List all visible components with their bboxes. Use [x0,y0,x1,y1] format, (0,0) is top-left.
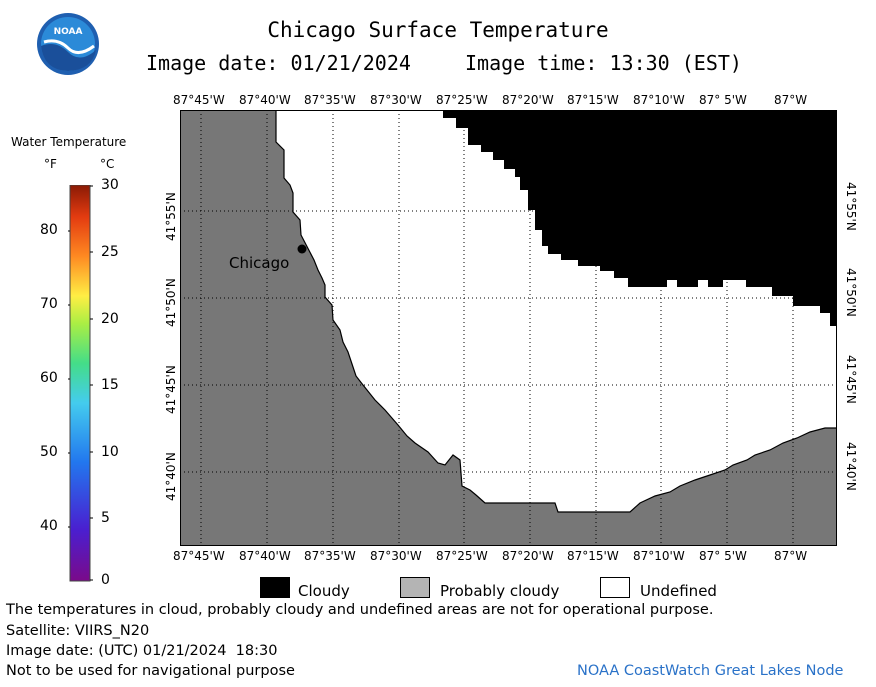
lon-label-bottom: 87°W [774,549,808,563]
lon-label-top: 87°20'W [502,93,554,107]
temperature-map [180,110,837,546]
image-time: Image time: 13:30 (EST) [465,51,742,75]
legend-label-undefined: Undefined [640,582,717,600]
lon-label-top: 87°40'W [239,93,291,107]
legend-label-cloudy: Cloudy [298,582,350,600]
lon-label-top: 87° 5'W [699,93,747,107]
legend-swatch-undefined [600,577,630,598]
lat-label-right: 41°40'N [844,442,858,491]
footer-satellite: Satellite: VIIRS_N20 [6,623,150,639]
lat-label-left: 41°55'N [164,192,178,241]
lon-label-top: 87°W [774,93,808,107]
logo-text: NOAA [54,27,83,37]
lon-label-bottom: 87°35'W [304,549,356,563]
chicago-marker [297,244,307,254]
image-date: Image date: 01/21/2024 [146,51,411,75]
lon-label-bottom: 87°15'W [567,549,619,563]
lon-label-bottom: 87°30'W [370,549,422,563]
lat-label-left: 41°45'N [164,365,178,414]
footer-note: The temperatures in cloud, probably clou… [6,602,714,618]
f-tick: 80 [40,222,58,238]
c-tick: 5 [101,510,110,526]
lon-label-top: 87°10'W [633,93,685,107]
c-tick: 20 [101,311,119,327]
land-region [180,110,837,546]
f-tick: 70 [40,296,58,312]
lat-label-left: 41°40'N [164,452,178,501]
lon-label-top: 87°30'W [370,93,422,107]
legend-label-probably-cloudy: Probably cloudy [440,582,560,600]
lat-label-right: 41°45'N [844,355,858,404]
lat-label-right: 41°55'N [844,182,858,231]
f-tick: 40 [40,518,58,534]
lon-label-top: 87°25'W [436,93,488,107]
lon-label-bottom: 87°10'W [633,549,685,563]
lon-label-bottom: 87°25'W [436,549,488,563]
legend-swatch-probably-cloudy [400,577,430,598]
lat-label-right: 41°50'N [844,268,858,317]
lon-label-bottom: 87° 5'W [699,549,747,563]
map-grid [180,110,837,546]
lon-label-bottom: 87°20'W [502,549,554,563]
city-label: Chicago [229,254,290,272]
f-tick: 50 [40,444,58,460]
legend-swatch-cloudy [260,577,290,598]
noaa-logo: NOAA [37,13,99,75]
lon-label-bottom: 87°45'W [173,549,225,563]
footer-utc-date: Image date: (UTC) 01/21/2024 18:30 [6,643,278,659]
c-tick: 10 [101,444,119,460]
footer-nav-warning: Not to be used for navigational purpose [6,663,295,679]
footer-credit: NOAA CoastWatch Great Lakes Node [577,663,844,679]
c-tick: 15 [101,377,119,393]
f-tick: 60 [40,370,58,386]
c-tick: 0 [101,572,110,588]
c-tick: 30 [101,177,119,193]
page-title: Chicago Surface Temperature [267,18,609,42]
lon-label-top: 87°15'W [567,93,619,107]
colorbar-title: Water Temperature [11,135,127,149]
lon-label-top: 87°35'W [304,93,356,107]
colorbar-unit-f: °F [44,157,57,171]
cloudy-region [443,110,837,326]
temperature-colorbar [68,185,93,582]
lat-label-left: 41°50'N [164,278,178,327]
lon-label-top: 87°45'W [173,93,225,107]
lon-label-bottom: 87°40'W [239,549,291,563]
colorbar-unit-c: °C [100,157,115,171]
c-tick: 25 [101,244,119,260]
